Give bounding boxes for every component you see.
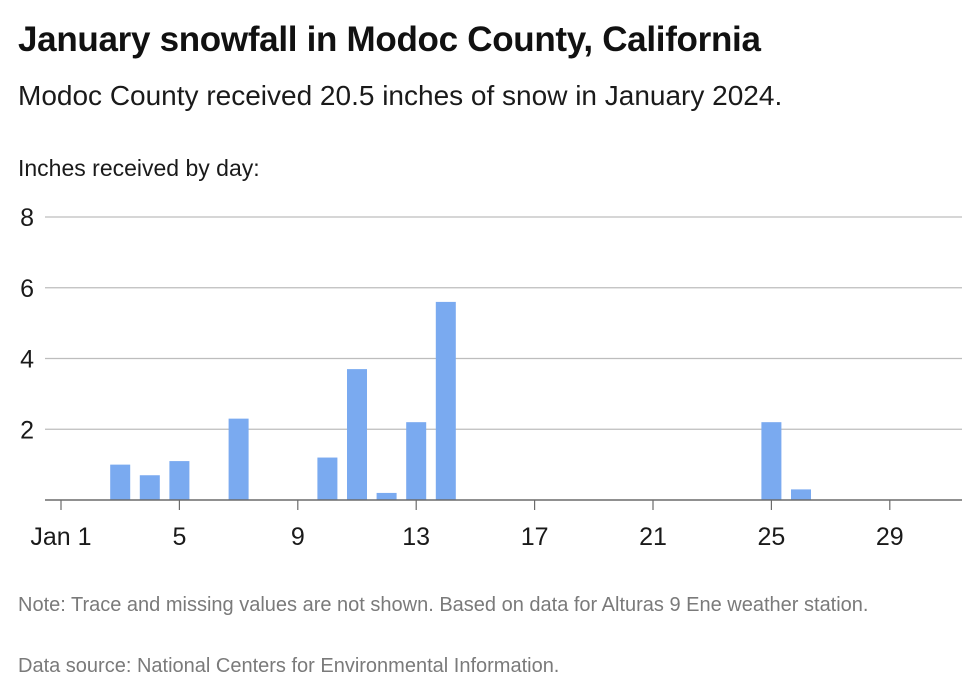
chart-subtitle: Modoc County received 20.5 inches of sno… (18, 80, 783, 111)
y-tick-label: 2 (20, 416, 34, 444)
x-tick-label: 13 (402, 523, 430, 551)
x-tick-label: 25 (757, 523, 785, 551)
bar-day-10 (317, 457, 338, 500)
bars (110, 301, 811, 500)
x-tick-label: Jan 1 (30, 523, 91, 551)
x-tick-label: 17 (521, 523, 549, 551)
bar-day-3 (110, 464, 131, 500)
chart-title: January snowfall in Modoc County, Califo… (18, 20, 761, 59)
bar-day-13 (406, 422, 427, 500)
x-ticks: Jan 1 5 9 13 17 21 25 29 (30, 500, 904, 551)
bar-day-14 (435, 301, 456, 500)
x-tick-label: 29 (876, 523, 904, 551)
bar-day-25 (761, 422, 782, 500)
bar-day-26 (791, 489, 811, 500)
data-source: Data source: National Centers for Enviro… (18, 655, 560, 677)
x-tick-label: 21 (639, 523, 667, 551)
y-axis-label: Inches received by day: (18, 155, 260, 181)
gridlines (45, 216, 962, 430)
y-tick-labels: 2 4 6 8 (20, 204, 34, 444)
y-tick-label: 4 (20, 346, 34, 374)
bar-day-11 (347, 369, 367, 500)
bar-day-4 (139, 475, 160, 500)
y-tick-label: 8 (20, 204, 34, 232)
bar-day-5 (169, 461, 190, 500)
y-tick-label: 6 (20, 275, 34, 303)
x-tick-label: 9 (291, 523, 305, 551)
bar-day-12 (376, 492, 397, 500)
chart-note: Note: Trace and missing values are not s… (18, 594, 869, 616)
x-tick-label: 5 (172, 523, 186, 551)
bar-day-7 (228, 418, 249, 500)
bar-chart: Inches received by day: 2 4 6 8 Jan 1 5 9 13 17… (18, 155, 962, 551)
